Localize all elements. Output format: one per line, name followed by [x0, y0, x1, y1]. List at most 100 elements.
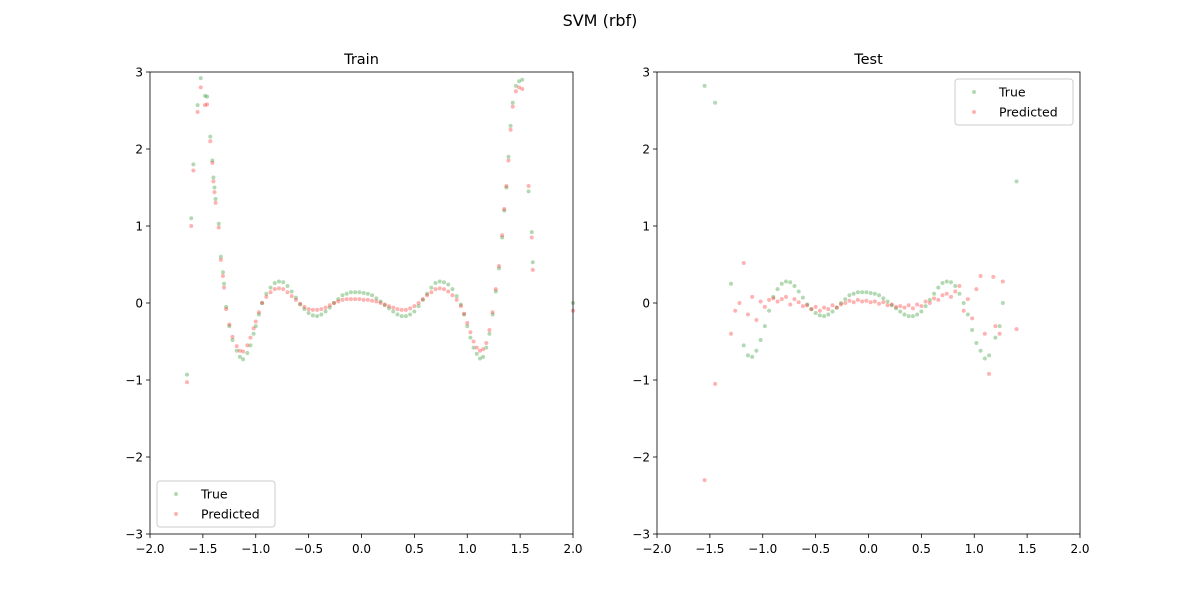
test-y-tick-label-2: −1 — [632, 374, 650, 388]
train-true-point-0 — [185, 372, 190, 377]
test-true-point-46 — [923, 304, 928, 309]
train-predicted-point-79 — [474, 345, 479, 350]
train-predicted-point-6 — [205, 102, 210, 107]
test-true-point-8 — [762, 324, 767, 329]
test-true-point-12 — [779, 281, 784, 286]
test-y-tick-label-6: 3 — [642, 66, 650, 80]
train-predicted-point-40 — [315, 307, 320, 312]
test-legend-label-true: True — [998, 85, 1026, 100]
train-predicted-point-50 — [357, 297, 362, 302]
train-predicted-point-14 — [220, 274, 225, 279]
train-predicted-point-31 — [277, 286, 282, 291]
train-predicted-point-0 — [185, 380, 190, 385]
train-true-point-77 — [468, 335, 473, 340]
train-true-point-81 — [481, 354, 486, 359]
test-true-point-9 — [767, 308, 772, 313]
test-y-tick-label-4: 1 — [642, 220, 650, 234]
train-true-point-51 — [361, 290, 366, 295]
test-plot-area — [657, 72, 1080, 534]
train-predicted-point-80 — [477, 348, 482, 353]
test-true-point-4 — [745, 353, 750, 358]
test-predicted-point-38 — [881, 300, 886, 305]
test-predicted-point-53 — [944, 291, 949, 296]
train-true-point-58 — [391, 309, 396, 314]
test-true-point-17 — [800, 295, 805, 300]
train-predicted-point-68 — [433, 287, 438, 292]
test-predicted-point-47 — [919, 304, 924, 309]
train-predicted-point-32 — [281, 287, 286, 292]
train-predicted-point-10 — [212, 190, 217, 195]
test-true-point-31 — [860, 290, 865, 295]
test-true-point-38 — [889, 303, 894, 308]
train-points — [185, 76, 575, 385]
test-legend-label-predicted: Predicted — [999, 105, 1058, 120]
test-predicted-point-4 — [737, 301, 742, 305]
test-true-point-65 — [1014, 179, 1019, 184]
train-predicted-point-29 — [268, 290, 273, 295]
train-true-point-64 — [416, 304, 421, 309]
train-true-point-4 — [198, 76, 203, 81]
train-true-point-82 — [484, 345, 489, 350]
test-predicted-point-27 — [834, 305, 839, 310]
test-legend: True Predicted — [954, 78, 1074, 126]
train-predicted-point-74 — [458, 304, 463, 309]
test-true-point-33 — [868, 290, 873, 295]
train-predicted-point-2 — [191, 168, 196, 173]
test-predicted-point-26 — [830, 303, 835, 308]
train-predicted-point-45 — [336, 299, 341, 304]
test-predicted-point-57 — [961, 308, 966, 313]
train-true-point-67 — [429, 285, 434, 290]
test-predicted-point-44 — [906, 303, 911, 308]
test-predicted-point-54 — [948, 294, 953, 299]
train-predicted-point-9 — [211, 179, 216, 184]
train-predicted-point-54 — [374, 299, 379, 304]
test-predicted-point-58 — [965, 297, 970, 302]
train-predicted-point-62 — [408, 306, 413, 311]
train-predicted-point-18 — [230, 334, 235, 339]
test-predicted-point-48 — [923, 299, 928, 304]
test-predicted-point-68 — [1014, 327, 1019, 332]
train-x-tick-label-4: 0.0 — [352, 542, 371, 556]
test-predicted-point-15 — [784, 294, 789, 299]
train-true-point-62 — [408, 312, 413, 317]
test-predicted-point-33 — [860, 299, 865, 304]
train-predicted-point-53 — [370, 298, 375, 303]
test-predicted-point-25 — [826, 307, 831, 312]
test-true-point-41 — [902, 312, 907, 317]
test-predicted-point-43 — [902, 305, 907, 310]
train-predicted-point-63 — [412, 304, 417, 309]
train-predicted-point-95 — [520, 86, 525, 91]
test-predicted-point-30 — [847, 298, 852, 303]
train-true-point-2 — [191, 162, 196, 167]
train-true-point-65 — [420, 297, 425, 302]
test-x-tick-label-7: 1.5 — [1018, 542, 1037, 556]
train-true-point-25 — [253, 324, 258, 329]
test-legend-marker-predicted — [972, 110, 976, 114]
train-series-true — [185, 76, 575, 377]
test-predicted-point-32 — [855, 297, 860, 302]
train-true-point-92 — [510, 100, 515, 105]
test-x-tick-label-1: −1.5 — [695, 542, 724, 556]
train-predicted-point-42 — [323, 305, 328, 310]
test-true-point-58 — [974, 341, 979, 346]
test-true-point-23 — [826, 312, 831, 317]
train-true-point-16 — [224, 304, 229, 309]
test-true-point-1 — [713, 100, 718, 105]
test-true-point-16 — [796, 289, 801, 294]
test-true-point-59 — [978, 348, 983, 353]
train-predicted-point-48 — [348, 297, 353, 302]
test-true-point-44 — [915, 312, 920, 317]
test-predicted-point-8 — [754, 317, 759, 322]
test-true-point-22 — [822, 314, 827, 319]
train-predicted-point-16 — [224, 307, 229, 312]
train-true-point-71 — [446, 282, 451, 287]
train-true-point-95 — [520, 77, 525, 82]
train-predicted-point-1 — [189, 224, 194, 228]
train-y-tick-label-3: 0 — [135, 297, 143, 311]
test-true-point-24 — [830, 309, 835, 314]
train-predicted-point-72 — [450, 293, 455, 298]
train-true-point-83 — [487, 331, 492, 336]
test-y-tick-label-1: −2 — [632, 451, 650, 465]
test-y-tick-label-0: −3 — [632, 528, 650, 542]
train-true-point-55 — [378, 299, 383, 304]
